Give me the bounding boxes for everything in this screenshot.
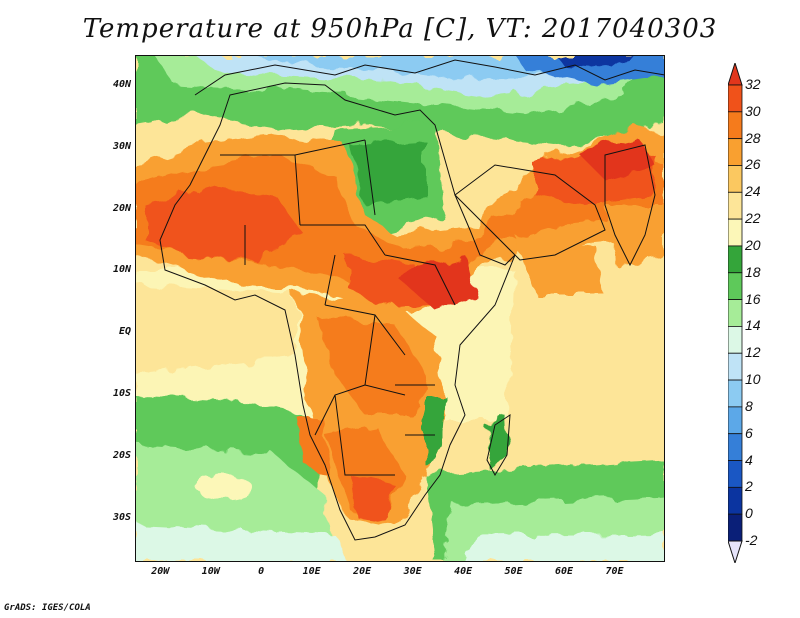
y-tick-label: 10N <box>112 264 131 276</box>
colorbar-label: 8 <box>745 397 753 414</box>
colorbar-label: 32 <box>745 76 761 92</box>
colorbar-swatch <box>727 299 743 327</box>
colorbar-label: 28 <box>745 129 761 146</box>
colorbar-label: 10 <box>745 371 761 388</box>
temperature-map <box>135 55 665 562</box>
colorbar-swatch <box>727 245 743 274</box>
colorbar-swatch <box>727 165 743 193</box>
colorbar-label: -2 <box>745 532 758 548</box>
x-tick-label: 10E <box>302 566 321 577</box>
map-frame <box>135 55 665 562</box>
colorbar-label: 4 <box>745 451 753 468</box>
colorbar-label: 0 <box>745 505 753 522</box>
map-title: Temperature at 950hPa [C], VT: 201704030… <box>82 14 718 44</box>
y-tick-label: 30S <box>112 511 131 523</box>
colorbar-label: 14 <box>745 317 761 334</box>
grads-credit: GrADS: IGES/COLA <box>4 603 91 613</box>
y-tick-label: 10S <box>112 388 131 400</box>
colorbar-swatch <box>727 352 743 381</box>
colorbar-swatch <box>727 218 743 247</box>
x-tick-label: 30E <box>403 566 422 577</box>
colorbar-bottom-arrow <box>727 540 743 565</box>
colorbar-swatch <box>727 272 743 300</box>
colorbar-label: 20 <box>745 236 761 253</box>
coastlines <box>159 59 665 541</box>
y-tick-label: 40N <box>112 78 131 90</box>
colorbar-swatch <box>727 111 743 140</box>
colorbar-label: 30 <box>745 102 761 119</box>
colorbar-label: 18 <box>745 263 761 280</box>
colorbar-swatch <box>727 326 743 354</box>
x-tick-label: 0 <box>258 566 265 577</box>
colorbar-swatch <box>727 84 743 113</box>
colorbar-label: 6 <box>745 424 753 441</box>
colorbar-swatch <box>727 460 743 488</box>
map-canvas <box>135 55 665 562</box>
x-tick-label: 20W <box>151 566 170 577</box>
temperature-field <box>135 55 665 562</box>
colorbar <box>727 61 772 565</box>
colorbar-label: 24 <box>745 183 761 200</box>
y-tick-label: 20S <box>112 449 131 461</box>
colorbar-label: 26 <box>745 156 761 173</box>
colorbar-swatch <box>727 433 743 461</box>
y-tick-label: EQ <box>118 326 131 338</box>
x-tick-label: 70E <box>605 566 624 577</box>
colorbar-label: 16 <box>745 290 761 307</box>
colorbar-graphic <box>727 61 743 565</box>
colorbar-top-arrow <box>727 61 743 86</box>
colorbar-swatch <box>727 138 743 166</box>
x-tick-label: 40E <box>454 566 473 577</box>
colorbar-swatch <box>727 406 743 435</box>
colorbar-label: 22 <box>745 210 761 227</box>
colorbar-label: 12 <box>745 344 761 361</box>
x-tick-label: 10W <box>201 566 220 577</box>
colorbar-label: 2 <box>745 478 753 495</box>
colorbar-swatch <box>727 513 743 542</box>
x-tick-label: 60E <box>555 566 574 577</box>
colorbar-swatch <box>727 191 743 220</box>
y-tick-label: 20N <box>112 202 131 214</box>
colorbar-swatch <box>727 379 743 408</box>
x-tick-label: 20E <box>353 566 372 577</box>
y-tick-label: 30N <box>112 140 131 152</box>
colorbar-swatch <box>727 486 743 515</box>
x-tick-label: 50E <box>504 566 523 577</box>
